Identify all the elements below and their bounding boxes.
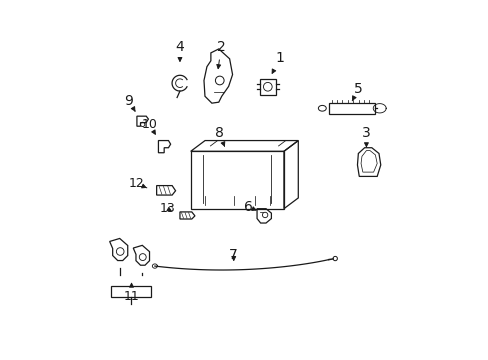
Text: 3: 3: [361, 126, 370, 147]
Text: 11: 11: [123, 283, 139, 303]
Text: 10: 10: [141, 118, 157, 134]
Text: 2: 2: [216, 40, 225, 69]
Text: 9: 9: [124, 94, 135, 111]
Text: 4: 4: [175, 40, 184, 62]
Text: 1: 1: [272, 51, 284, 73]
Text: 5: 5: [351, 82, 362, 101]
Text: 12: 12: [128, 177, 146, 190]
Text: 13: 13: [159, 202, 175, 215]
Text: 8: 8: [215, 126, 224, 146]
Text: 7: 7: [229, 248, 238, 262]
Text: 6: 6: [243, 200, 256, 214]
